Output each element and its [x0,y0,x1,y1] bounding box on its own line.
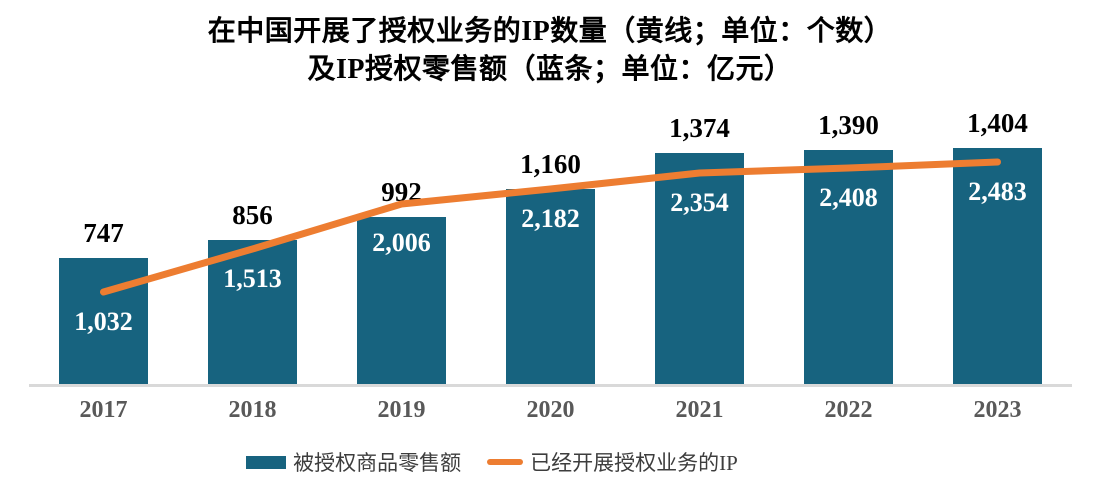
bar-2018 [208,240,297,384]
legend-label-ip: 已经开展授权业务的IP [530,451,738,475]
legend-item-ip-line: 已经开展授权业务的IP [487,447,738,477]
legend: 被授权商品零售额 已经开展授权业务的IP [0,447,1042,477]
legend-item-retail-bars: 被授权商品零售额 [246,447,461,477]
line-value-label-2017: 747 [83,218,124,248]
chart-title-line2: 及IP授权零售额（蓝条；单位：亿元） [307,54,793,85]
line-value-label-2019: 992 [381,177,422,207]
line-value-label-2023: 1,404 [967,108,1028,138]
chart-title: 在中国开展了授权业务的IP数量（黄线；单位：个数） 及IP授权零售额（蓝条；单位… [0,13,1100,89]
x-axis-line [29,384,1072,387]
bar-value-label-2019: 2,006 [372,228,431,257]
bar-value-label-2018: 1,513 [223,264,282,293]
x-axis-label-2018: 2018 [228,397,277,423]
x-axis-label-2020: 2020 [526,397,575,423]
bar-value-label-2021: 2,354 [670,188,729,217]
bar-value-label-2023: 2,483 [968,177,1027,206]
x-axis-label-2019: 2019 [377,397,426,423]
x-axis-label-2023: 2023 [973,397,1022,423]
bar-value-label-2022: 2,408 [819,183,878,212]
line-value-label-2018: 856 [232,200,273,230]
chart-title-line1: 在中国开展了授权业务的IP数量（黄线；单位：个数） [207,16,893,47]
line-value-label-2021: 1,374 [669,113,730,143]
x-axis-label-2017: 2017 [79,397,128,423]
line-series-swatch-icon [487,459,524,465]
line-value-label-2022: 1,390 [818,110,879,140]
bar-series-swatch-icon [246,455,287,469]
x-axis-label-2022: 2022 [824,397,873,423]
bar-value-label-2020: 2,182 [521,204,580,233]
x-axis-label-2021: 2021 [675,397,724,423]
line-value-label-2020: 1,160 [520,149,581,179]
legend-label-retail: 被授权商品零售额 [293,451,462,475]
bar-value-label-2017: 1,032 [74,307,133,336]
